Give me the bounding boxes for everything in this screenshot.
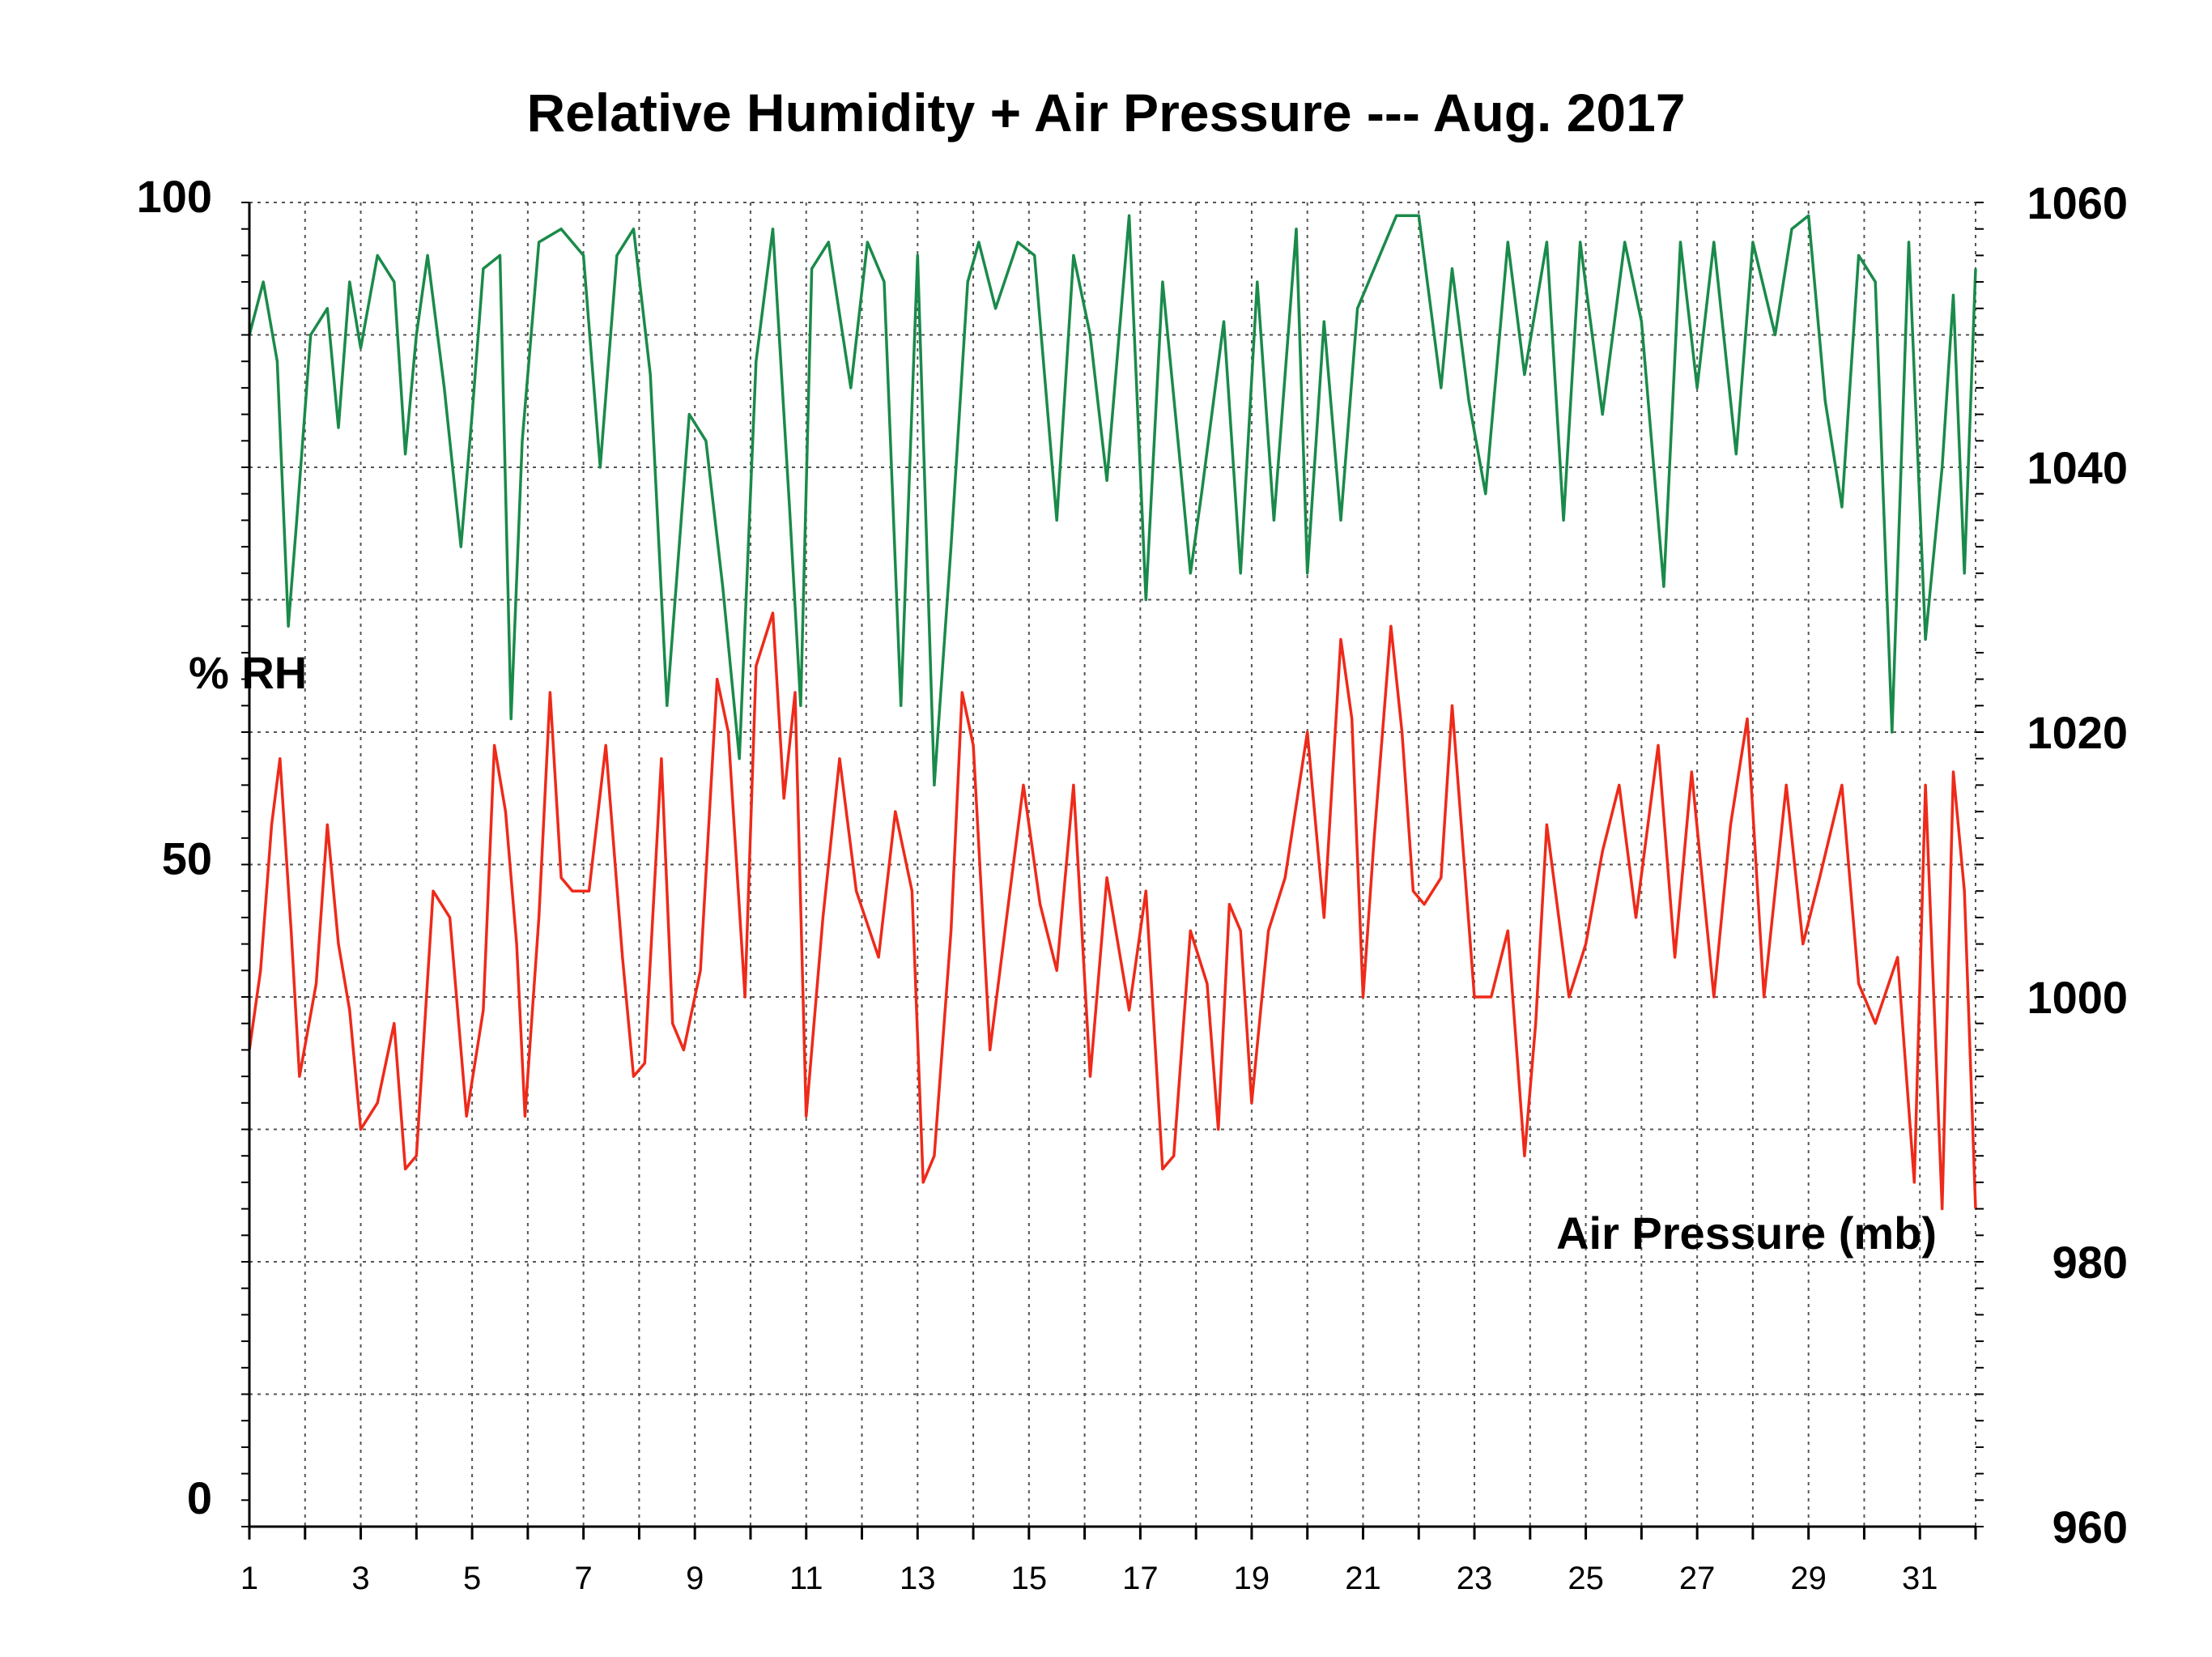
x-tick-label: 3 — [351, 1561, 369, 1596]
x-tick-label: 11 — [789, 1561, 823, 1596]
x-tick-label: 25 — [1568, 1561, 1604, 1596]
x-tick-label: 29 — [1790, 1561, 1827, 1596]
series-line-relative-humidity — [248, 214, 1977, 787]
x-tick-label: 7 — [575, 1561, 593, 1596]
right-axis-ticks: 960 980 1000 1020 1040 1060 — [2027, 177, 2128, 1553]
x-tick-label: 23 — [1457, 1561, 1493, 1596]
right-tick-label: 1040 — [2027, 442, 2128, 493]
right-tick-label: 980 — [2052, 1237, 2128, 1288]
x-tick-label: 1 — [240, 1561, 258, 1596]
right-axis-label: Air Pressure (mb) — [1556, 1208, 1937, 1259]
x-axis-ticks: 1 3 5 7 9 11 13 15 17 19 21 23 25 27 29 31 — [240, 1561, 1938, 1596]
left-tick-label: 100 — [137, 171, 212, 222]
x-tick-label: 27 — [1679, 1561, 1716, 1596]
x-tick-label: 31 — [1902, 1561, 1938, 1596]
right-tick-label: 1060 — [2027, 177, 2128, 228]
chart-title: Relative Humidity + Air Pressure --- Aug… — [526, 83, 1685, 143]
left-axis-label: % RH — [189, 647, 307, 698]
x-tick-label: 17 — [1122, 1561, 1159, 1596]
right-tick-label: 1020 — [2027, 707, 2128, 758]
series-line-air-pressure — [248, 611, 1977, 1211]
left-axis-ticks: 0 50 100 — [137, 171, 212, 1523]
x-tick-label: 21 — [1345, 1561, 1381, 1596]
grid — [249, 202, 1976, 1527]
x-tick-label: 19 — [1234, 1561, 1270, 1596]
x-tick-label: 15 — [1011, 1561, 1048, 1596]
axes — [241, 202, 1984, 1540]
left-tick-label: 0 — [187, 1472, 212, 1523]
x-tick-label: 13 — [900, 1561, 936, 1596]
x-tick-label: 5 — [463, 1561, 481, 1596]
right-tick-label: 1000 — [2027, 972, 2128, 1023]
left-tick-label: 50 — [162, 833, 212, 884]
right-tick-label: 960 — [2052, 1502, 2128, 1553]
x-tick-label: 9 — [686, 1561, 704, 1596]
